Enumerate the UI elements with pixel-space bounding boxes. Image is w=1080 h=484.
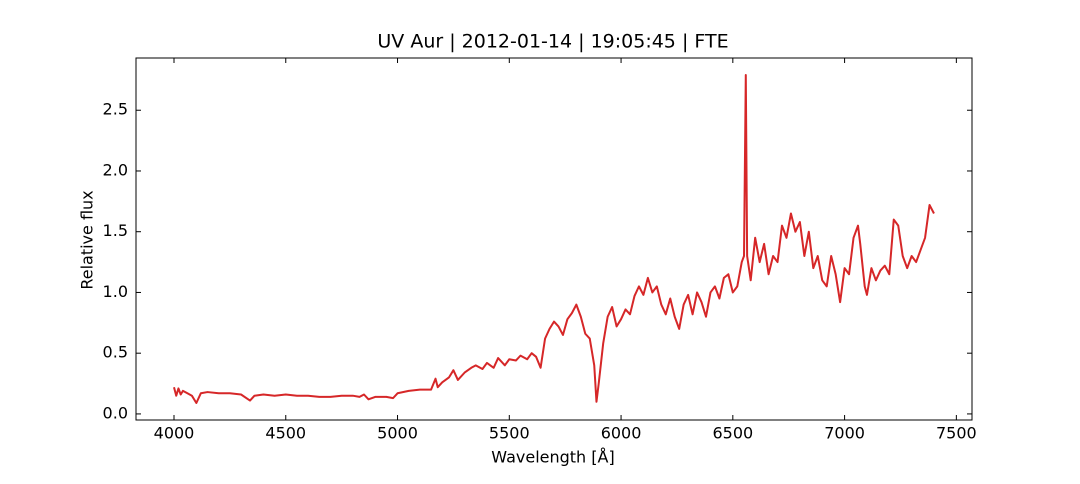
x-tick-label: 5000 — [377, 424, 418, 443]
y-tick-label: 0.0 — [103, 403, 128, 422]
x-tick-label: 5500 — [489, 424, 530, 443]
x-tick-label: 4500 — [265, 424, 306, 443]
x-tick-label: 7000 — [824, 424, 865, 443]
x-tick-label: 4000 — [154, 424, 195, 443]
y-axis-label: Relative flux — [78, 190, 97, 289]
x-tick-label: 6500 — [712, 424, 753, 443]
x-axis-label: Wavelength [Å] — [491, 448, 614, 467]
x-tick-label: 6000 — [601, 424, 642, 443]
spectrum-line — [173, 74, 935, 404]
plot-frame — [135, 57, 973, 421]
y-tick-label: 1.5 — [103, 221, 128, 240]
y-tick-label: 2.5 — [103, 100, 128, 119]
y-tick-label: 0.5 — [103, 343, 128, 362]
x-tick-label: 7500 — [936, 424, 977, 443]
chart-title: UV Aur | 2012-01-14 | 19:05:45 | FTE — [377, 31, 728, 53]
y-tick-label: 1.0 — [103, 282, 128, 301]
y-tick-label: 2.0 — [103, 160, 128, 179]
